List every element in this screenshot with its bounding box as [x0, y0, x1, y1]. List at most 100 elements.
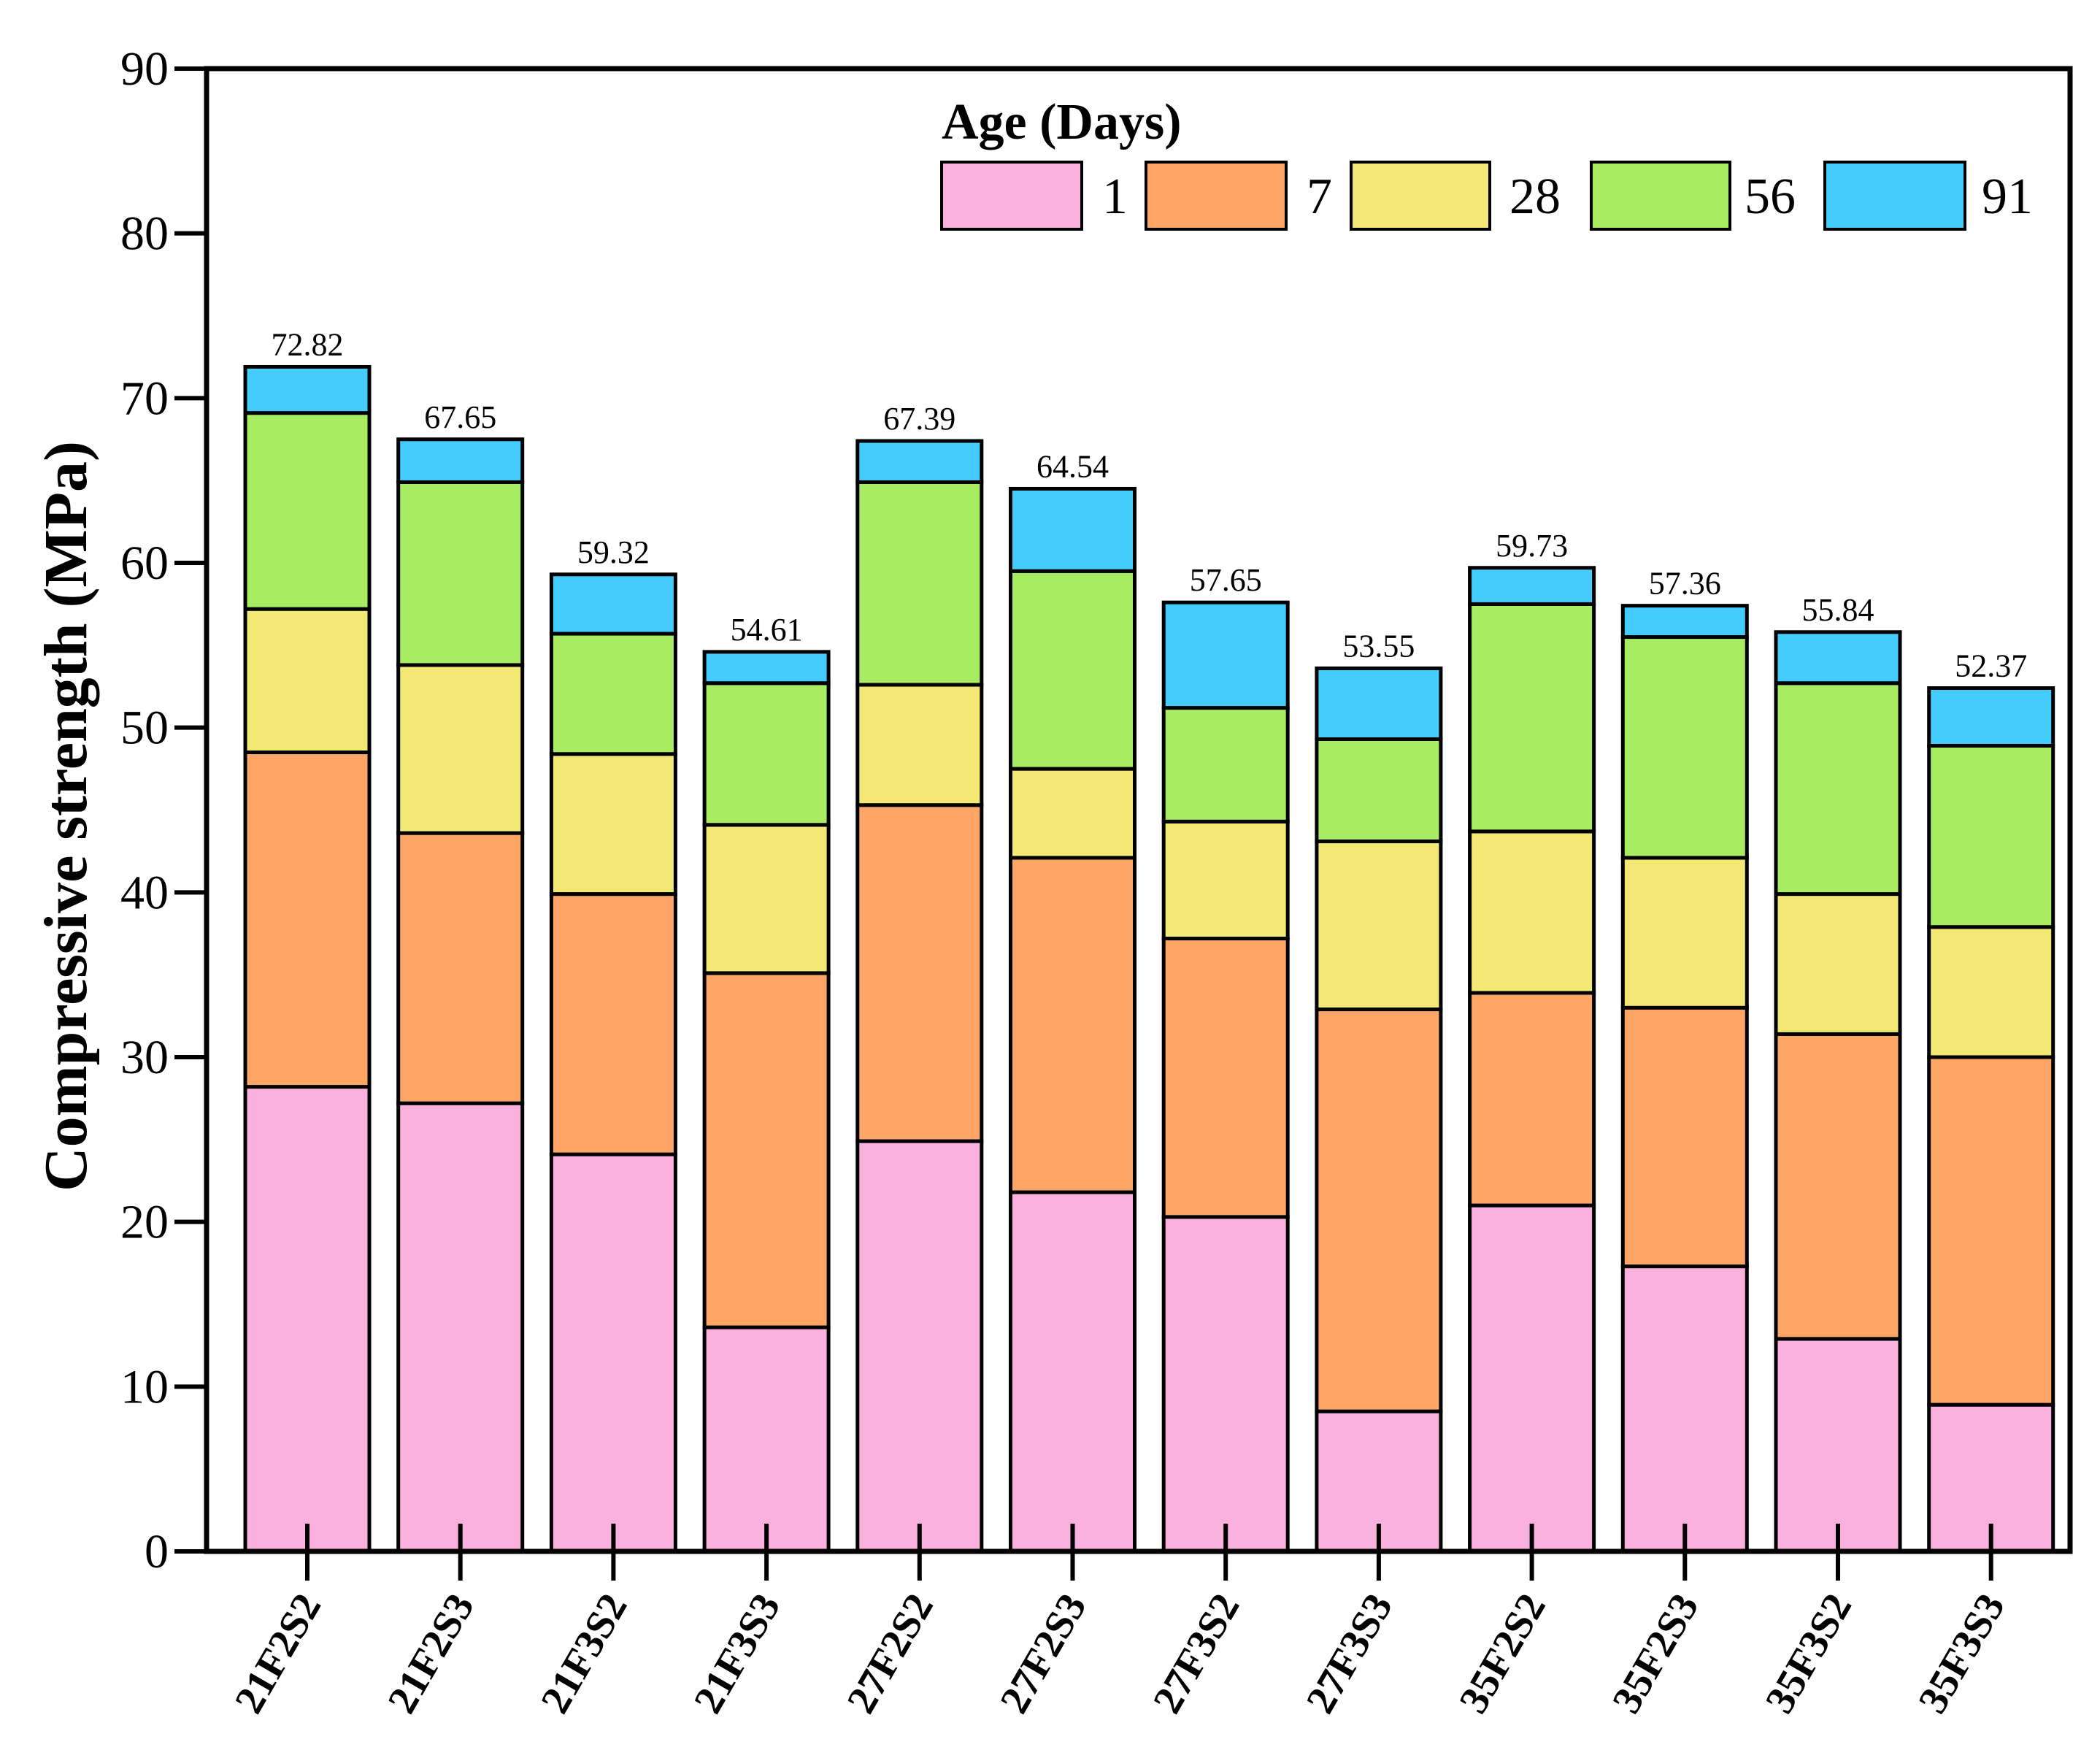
plot-frame	[204, 66, 2073, 1554]
bar-35F2S3-age-28	[1620, 856, 1749, 1010]
bar-35F2S3-age-56	[1620, 635, 1749, 860]
bar-21F3S2-age-7	[549, 892, 677, 1156]
bar-21F3S2-age-1	[549, 1152, 677, 1554]
x-axis-labels: 21F2S2 21F2S3 21F3S2 21F3S3 27F2S2 27F2S3 27F3…	[226, 1524, 2014, 1721]
total-label-27F3S3: 53.55	[1342, 628, 1415, 664]
bar-27F3S3-age-7	[1315, 1007, 1443, 1413]
bar-27F3S3-age-28	[1315, 839, 1443, 1012]
bar-35F3S3-age-91	[1927, 686, 2055, 748]
bar-21F3S3-age-56	[702, 681, 831, 827]
bar-27F2S2-age-91	[855, 439, 984, 484]
bar-35F2S3-age-1	[1620, 1264, 1749, 1554]
x-category-label: 21F3S3	[685, 1586, 789, 1721]
bar-21F3S2-age-56	[549, 632, 677, 756]
y-tick-label: 70	[120, 372, 169, 425]
bar-21F2S3-age-1	[396, 1101, 525, 1554]
y-axis-title-group: Compressive strength (MPa)	[32, 441, 100, 1191]
total-label-35F2S2: 59.73	[1496, 528, 1568, 564]
legend-label-56: 56	[1745, 169, 1796, 225]
legend-swatch-28	[1350, 161, 1491, 231]
legend-label-28: 28	[1509, 169, 1561, 225]
bar-27F3S2-age-28	[1161, 819, 1290, 941]
bar-27F2S2-age-28	[855, 683, 984, 807]
x-category-label: 21F3S2	[532, 1586, 636, 1721]
total-label-21F2S3: 67.65	[424, 399, 496, 435]
total-label-27F3S2: 57.65	[1190, 562, 1262, 598]
legend-title: Age (Days)	[942, 94, 1182, 150]
bar-27F2S2-age-56	[855, 480, 984, 687]
legend: Age (Days) 1 7 28 56 91	[940, 94, 2033, 231]
bar-35F2S3-age-91	[1620, 604, 1749, 640]
bar-21F2S3-age-91	[396, 437, 525, 484]
bar-27F3S3-age-56	[1315, 737, 1443, 843]
bar-27F3S2-age-1	[1161, 1215, 1290, 1554]
total-label-21F3S3: 54.61	[731, 612, 803, 648]
bar-27F2S3-age-56	[1009, 569, 1136, 771]
bar-27F2S3-age-28	[1009, 767, 1136, 860]
bar-27F2S2-age-7	[855, 803, 984, 1143]
legend-swatch-56	[1590, 161, 1731, 231]
bar-35F3S2-age-28	[1774, 892, 1902, 1036]
legend-swatch-1	[940, 161, 1083, 231]
y-tick-label: 30	[120, 1031, 169, 1084]
x-category-label: 27F2S3	[991, 1586, 1095, 1721]
bar-35F2S2-age-7	[1468, 991, 1596, 1208]
x-category-label: 27F2S2	[839, 1586, 942, 1721]
x-category-label: 27F3S2	[1145, 1586, 1248, 1721]
y-tick-label: 80	[120, 207, 169, 261]
y-axis-title: Compressive strength (MPa)	[32, 441, 100, 1191]
bar-35F3S3-age-56	[1927, 743, 2055, 929]
bars	[243, 364, 2055, 1554]
bar-27F3S2-age-91	[1161, 600, 1290, 710]
bar-21F3S3-age-1	[702, 1325, 831, 1554]
bar-27F3S3-age-91	[1315, 666, 1443, 741]
y-tick-label: 60	[120, 537, 169, 590]
bar-27F3S2-age-56	[1161, 706, 1290, 824]
bar-27F3S2-age-7	[1161, 937, 1290, 1219]
bar-35F3S2-age-1	[1774, 1337, 1902, 1554]
legend-label-91: 91	[1982, 169, 2033, 225]
total-label-21F3S2: 59.32	[577, 534, 650, 570]
bar-35F2S2-age-28	[1468, 829, 1596, 995]
x-category-label: 35F3S3	[1910, 1586, 2014, 1721]
total-label-27F2S3: 64.54	[1036, 448, 1109, 484]
y-tick-label: 20	[120, 1196, 169, 1249]
bar-21F2S2-age-1	[243, 1085, 372, 1554]
bar-21F3S3-age-28	[702, 823, 831, 975]
y-tick-label: 10	[120, 1360, 169, 1413]
legend-label-7: 7	[1307, 169, 1332, 225]
bar-21F2S2-age-56	[243, 411, 372, 611]
bar-35F2S2-age-56	[1468, 602, 1596, 834]
bar-21F3S3-age-91	[702, 650, 831, 686]
total-label-35F3S2: 55.84	[1802, 592, 1874, 628]
x-category-label: 35F2S2	[1450, 1586, 1554, 1721]
total-label-27F2S2: 67.39	[883, 401, 955, 437]
bar-21F2S2-age-7	[243, 751, 372, 1089]
bar-35F2S2-age-91	[1468, 566, 1596, 606]
x-category-label: 21F2S2	[226, 1586, 330, 1721]
legend-swatch-7	[1145, 161, 1288, 231]
bar-21F2S3-age-28	[396, 663, 525, 835]
bar-35F2S2-age-1	[1468, 1203, 1596, 1554]
bar-35F3S2-age-7	[1774, 1032, 1902, 1341]
y-tick-label: 40	[120, 866, 169, 919]
plot-border	[204, 66, 2073, 1554]
bar-21F2S3-age-56	[396, 480, 525, 667]
bar-35F3S2-age-91	[1774, 630, 1902, 686]
bar-27F2S3-age-1	[1009, 1190, 1136, 1554]
bar-21F3S2-age-91	[549, 572, 677, 636]
y-tick-label: 90	[120, 42, 169, 96]
total-label-35F2S3: 57.36	[1649, 566, 1721, 602]
bar-35F3S3-age-28	[1927, 925, 2055, 1059]
total-label-35F3S3: 52.37	[1955, 648, 2027, 684]
bar-27F2S3-age-91	[1009, 486, 1136, 573]
bar-35F3S2-age-56	[1774, 681, 1902, 897]
x-category-label: 35F3S2	[1757, 1586, 1861, 1721]
bar-35F2S3-age-7	[1620, 1005, 1749, 1269]
legend-swatch-91	[1823, 161, 1966, 231]
bar-27F2S2-age-1	[855, 1139, 984, 1554]
legend-label-1: 1	[1102, 169, 1128, 225]
x-category-label: 35F2S3	[1604, 1586, 1707, 1721]
y-axis-ticks: 0 10 20 30 40 50 60 70 80 90	[120, 42, 207, 1578]
